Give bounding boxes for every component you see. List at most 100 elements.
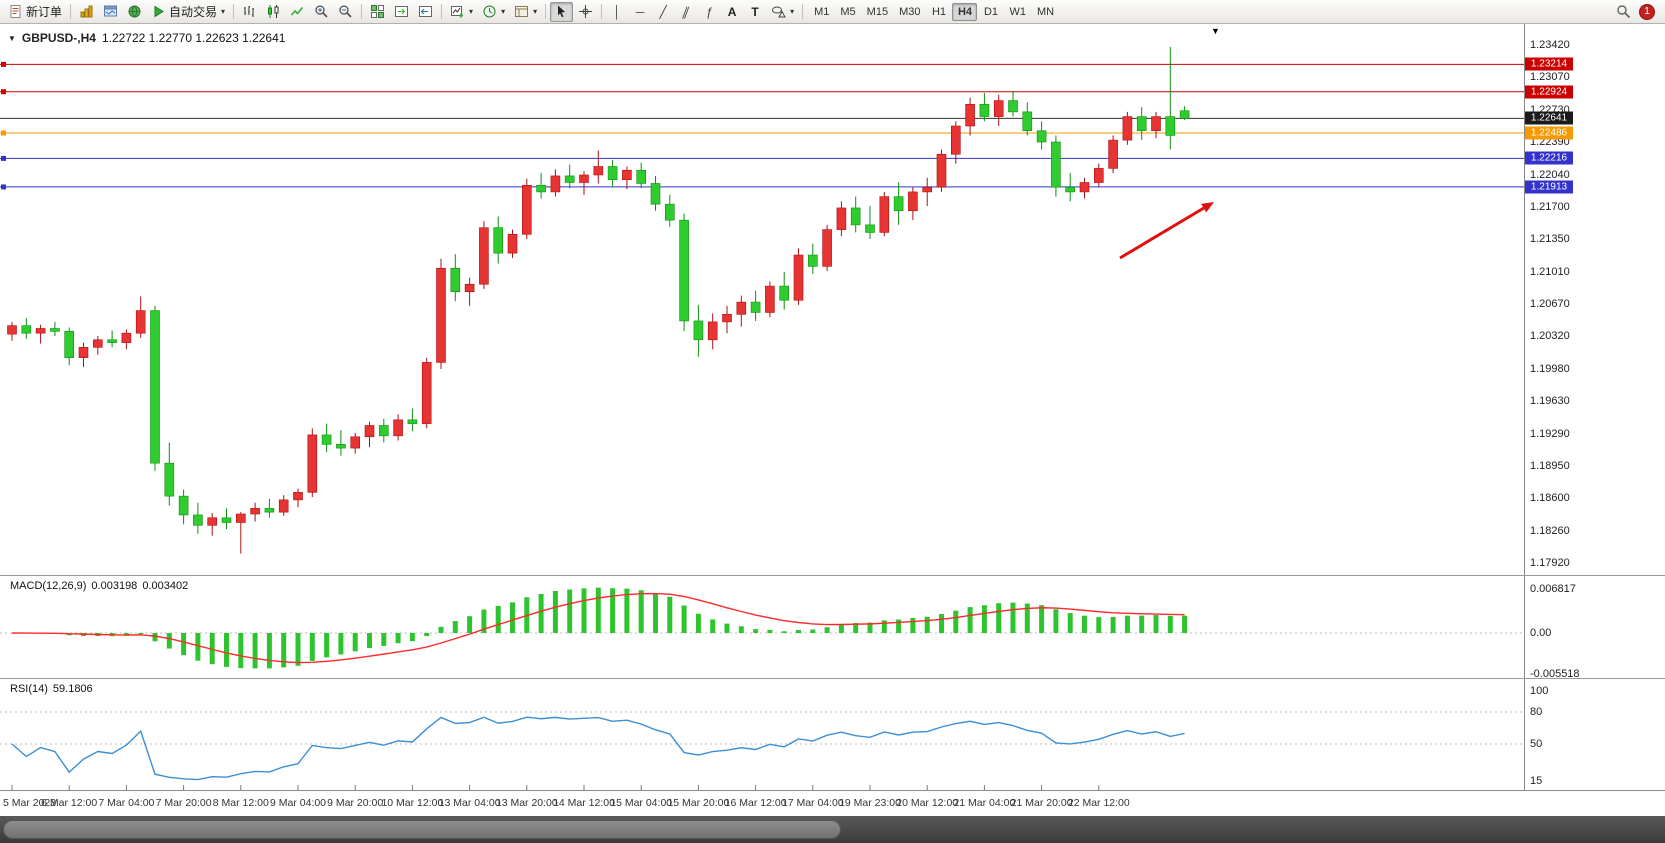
timeframe-button-m5[interactable]: M5 — [835, 3, 860, 21]
gold-bars-icon — [80, 5, 93, 18]
chart-expand-icon[interactable]: ▼ — [8, 33, 16, 43]
cursor-icon — [558, 5, 566, 18]
notification-count: 1 — [1644, 6, 1650, 17]
time-axis-label: 10 Mar 12:00 — [381, 797, 444, 809]
new-order-button[interactable]: 新订单 — [4, 2, 66, 22]
chart-canvas[interactable] — [0, 24, 1524, 790]
rsi-panel-divider[interactable] — [0, 678, 1665, 679]
price-axis-label: 1.20670 — [1530, 298, 1570, 310]
bar-chart-mode-button[interactable] — [238, 2, 261, 22]
text-tool-icon: A — [727, 4, 737, 19]
text-tool-button[interactable]: A — [721, 2, 743, 22]
time-axis-label: 17 Mar 04:00 — [781, 797, 844, 809]
price-axis-label: 1.18600 — [1530, 492, 1570, 505]
timeframe-button-m15[interactable]: M15 — [862, 3, 893, 21]
time-axis-label: 7 Mar 04:00 — [98, 797, 155, 809]
price-line-tag: 1.22216 — [1525, 151, 1573, 165]
price-axis-label: 1.21010 — [1530, 265, 1570, 278]
crosshair-tool-button[interactable] — [574, 2, 597, 22]
time-axis-label: 20 Mar 12:00 — [896, 797, 959, 809]
shapes-dropdown-icon: ▾ — [790, 7, 795, 16]
horizontal-line-icon: ─ — [635, 4, 645, 19]
price-axis-label: 1.23070 — [1530, 71, 1570, 84]
timeframe-button-m1[interactable]: M1 — [809, 3, 834, 21]
price-axis-label: 1.22040 — [1530, 168, 1570, 181]
time-axis-label: 5 Mar 2023 — [3, 797, 57, 809]
time-axis-label: 16 Mar 12:00 — [724, 797, 787, 809]
templates-dropdown-icon: ▾ — [533, 7, 538, 16]
chart-symbol-period: GBPUSD-,H4 — [21, 31, 96, 45]
crosshair-icon — [579, 5, 593, 18]
time-axis-label: 13 Mar 20:00 — [495, 797, 558, 809]
macd-indicator-label: MACD(12,26,9) 0.003198 0.003402 — [10, 580, 193, 592]
market-watch-button[interactable] — [99, 2, 122, 22]
timeframe-button-mn[interactable]: MN — [1032, 3, 1059, 21]
horizontal-scrollbar[interactable] — [0, 816, 1665, 843]
time-axis-label: 15 Mar 20:00 — [667, 797, 730, 809]
price-axis-label: 1.23420 — [1530, 39, 1570, 51]
shapes-icon — [772, 6, 786, 18]
price-axis-label: 1.19980 — [1530, 362, 1570, 375]
market-watch-icon — [104, 5, 118, 17]
channel-tool-button[interactable]: ∥ — [675, 2, 697, 22]
vertical-line-icon: │ — [613, 4, 621, 19]
zoom-out-button[interactable] — [334, 2, 357, 22]
candlestick-mode-button[interactable] — [262, 2, 285, 22]
timeframe-button-h4[interactable]: H4 — [952, 2, 978, 21]
line-chart-icon — [290, 7, 304, 16]
price-axis-label: 1.19630 — [1530, 395, 1570, 408]
auto-scroll-button[interactable] — [414, 2, 437, 22]
horizontal-line-tool-button[interactable]: ─ — [629, 2, 651, 22]
auto-trading-button[interactable]: 自动交易 ▾ — [147, 2, 229, 22]
charts-profile-button[interactable] — [75, 2, 98, 22]
auto-trading-label: 自动交易 — [169, 5, 218, 19]
search-icon[interactable] — [1616, 4, 1631, 19]
price-line-tag: 1.21913 — [1525, 180, 1573, 194]
toolbar-separator — [441, 4, 443, 19]
shapes-tool-button[interactable]: ▾ — [767, 2, 798, 22]
zoom-in-button[interactable] — [310, 2, 333, 22]
fibonacci-tool-button[interactable]: ƒ — [698, 2, 720, 22]
price-axis-label: 1.20320 — [1530, 330, 1570, 343]
timeframe-button-h1[interactable]: H1 — [926, 3, 951, 21]
new-order-icon — [10, 5, 21, 18]
scrollbar-thumb[interactable] — [3, 820, 841, 839]
time-axis-label: 19 Mar 23:00 — [839, 797, 901, 809]
time-axis-label: 14 Mar 12:00 — [553, 797, 615, 809]
timeframe-button-w1[interactable]: W1 — [1004, 3, 1031, 21]
toolbar-right: 1 — [1616, 3, 1661, 20]
navigator-button[interactable] — [123, 2, 146, 22]
tile-windows-button[interactable] — [366, 2, 389, 22]
new-chart-button[interactable]: ▾ — [446, 2, 477, 22]
chart-shift-button[interactable] — [390, 2, 413, 22]
main-toolbar: 新订单 自动交易 ▾ ▾ ▾ — [0, 0, 1665, 24]
periods-dropdown-icon: ▾ — [501, 7, 506, 16]
tile-windows-icon — [371, 5, 385, 18]
macd-axis-label: 0.00 — [1530, 627, 1552, 639]
clock-icon — [483, 5, 496, 18]
arrows-tool-button[interactable]: T — [744, 2, 766, 22]
price-axis: 1.23420 1.23070 1.22730 1.22390 1.22040 1.217… — [1524, 24, 1665, 790]
line-chart-mode-button[interactable] — [286, 2, 309, 22]
time-axis-label: 9 Mar 04:00 — [269, 797, 327, 809]
new-chart-icon — [451, 6, 464, 18]
zoom-in-icon — [315, 5, 328, 18]
price-axis-label: 1.18260 — [1530, 524, 1570, 537]
vertical-line-tool-button[interactable]: │ — [606, 2, 628, 22]
cursor-tool-button[interactable] — [550, 1, 574, 22]
periods-button[interactable]: ▾ — [478, 2, 509, 22]
time-axis-label: 9 Mar 20:00 — [327, 797, 384, 809]
template-icon — [515, 6, 529, 17]
price-line-tag: 1.22924 — [1525, 85, 1573, 99]
time-axis-label: 21 Mar 20:00 — [1010, 797, 1073, 809]
trendline-tool-button[interactable]: ╱ — [652, 2, 674, 22]
macd-axis-label: 0.006817 — [1530, 583, 1576, 595]
timeframe-button-d1[interactable]: D1 — [978, 3, 1003, 21]
notification-badge[interactable]: 1 — [1639, 3, 1655, 20]
templates-button[interactable]: ▾ — [510, 2, 541, 22]
macd-panel-divider[interactable] — [0, 575, 1665, 576]
timeframe-button-m30[interactable]: M30 — [894, 3, 925, 21]
price-axis-label: 1.21700 — [1530, 200, 1570, 213]
rsi-axis-label: 15 — [1530, 775, 1543, 787]
channel-icon: ∥ — [680, 4, 692, 19]
